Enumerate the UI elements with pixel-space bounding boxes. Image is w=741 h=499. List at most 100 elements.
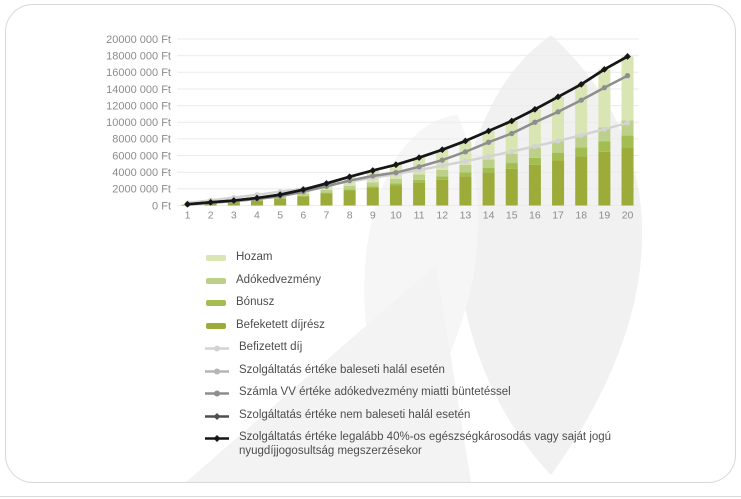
bar-segment-befektetett-dijresz — [575, 156, 588, 206]
marker-legalabb-40-szazalek — [508, 117, 516, 125]
bar-segment-hozam — [528, 109, 541, 148]
bar-segment-bonusz — [343, 189, 356, 191]
x-tick-label: 9 — [370, 210, 376, 222]
legend-label-adokedvezmeny: Adókedvezmény — [236, 273, 322, 286]
x-tick-label: 11 — [414, 210, 425, 222]
bar-segment-befektetett-dijresz — [297, 196, 310, 206]
x-tick-label: 20 — [622, 210, 634, 222]
bar-segment-befektetett-dijresz — [482, 172, 495, 206]
bar-segment-hozam — [621, 56, 634, 121]
marker-szamla-vv-buntetessel — [347, 177, 353, 184]
x-tick-label: 18 — [575, 210, 587, 222]
x-tick-label: 13 — [460, 210, 472, 222]
bar-segment-befektetett-dijresz — [250, 200, 263, 206]
x-tick-label: 5 — [277, 210, 283, 222]
marker-befizetett-dij — [439, 163, 445, 169]
bar-segment-adokedvezmeny — [436, 169, 449, 177]
bar-segment-adokedvezmeny — [297, 193, 310, 196]
legend-item-baleseti-halal: Szolgáltatás értéke baleseti halál eseté… — [205, 364, 706, 378]
bar-segment-befektetett-dijresz — [459, 176, 472, 206]
marker-legalabb-40-szazalek — [462, 137, 469, 145]
bar-segment-hozam — [575, 84, 588, 135]
bar-segment-bonusz — [598, 141, 611, 152]
bars-adokedvezmeny — [181, 120, 634, 205]
bar-segment-befektetett-dijresz — [598, 151, 611, 206]
legend-item-szamla-vv-buntetessel: Számla VV értéke adókedvezmény miatti bü… — [205, 386, 706, 400]
legend-label-bonusz: Bónusz — [236, 296, 275, 308]
bar-segment-befektetett-dijresz — [552, 160, 565, 206]
marker-befizetett-dij — [532, 143, 538, 149]
bar-segment-befektetett-dijresz — [413, 182, 426, 206]
bar-segment-befektetett-dijresz — [320, 193, 333, 206]
bar-segment-bonusz — [621, 135, 634, 148]
marker-befizetett-dij — [485, 153, 492, 160]
marker-legalabb-40-szazalek — [577, 81, 585, 88]
bar-segment-befektetett-dijresz — [621, 147, 634, 206]
marker-szamla-vv-buntetessel — [578, 97, 584, 103]
bar-segment-bonusz — [528, 157, 541, 165]
x-tick-label: 1 — [185, 210, 191, 222]
bar-segment-bonusz — [366, 186, 379, 189]
bar-segment-bonusz — [436, 176, 449, 180]
marker-szamla-vv-buntetessel — [370, 173, 376, 179]
y-tick-label: 8000 000 Ft — [112, 134, 171, 146]
bar-segment-befektetett-dijresz — [389, 185, 402, 206]
y-tick-label: 6000 000 Ft — [112, 150, 171, 162]
marker-legalabb-40-szazalek — [323, 180, 330, 187]
y-tick-label: 14000 000 Ft — [106, 84, 171, 96]
legend-label-legalabb-40-szazalek: Szolgáltatás értéke legalább 40%-os egés… — [239, 431, 612, 457]
legend-line-swatch-nem-baleseti-halal — [205, 412, 229, 420]
x-tick-label: 17 — [552, 210, 564, 222]
bar-segment-adokedvezmeny — [320, 189, 333, 193]
bar-segment-adokedvezmeny — [343, 186, 356, 190]
x-tick-label: 19 — [599, 210, 611, 222]
y-tick-label: 2000 000 Ft — [112, 184, 171, 196]
bar-segment-befektetett-dijresz — [366, 188, 379, 206]
bar-segment-befektetett-dijresz — [505, 168, 518, 206]
marker-szamla-vv-buntetessel — [462, 149, 469, 155]
legend-item-hozam: Hozam — [206, 251, 706, 265]
marker-szamla-vv-buntetessel — [555, 109, 561, 115]
bar-segment-adokedvezmeny — [552, 141, 565, 153]
bars-befektetett-dijresz — [181, 147, 634, 206]
marker-legalabb-40-szazalek — [346, 173, 353, 181]
marker-szamla-vv-buntetessel — [485, 139, 492, 145]
x-tick-label: 4 — [254, 210, 260, 222]
x-tick-label: 8 — [347, 210, 353, 222]
legend-bar-swatch-befektetett-dijresz — [206, 322, 226, 329]
bar-segment-hozam — [598, 69, 611, 128]
marker-legalabb-40-szazalek — [415, 154, 423, 161]
marker-legalabb-40-szazalek — [184, 200, 191, 208]
marker-szamla-vv-buntetessel — [393, 170, 399, 176]
y-tick-label: 4000 000 Ft — [112, 167, 171, 179]
marker-befizetett-dij — [462, 158, 469, 164]
bar-segment-bonusz — [320, 192, 333, 194]
stacked-bar-line-chart: 0 Ft 2000 000 Ft 4000 000 Ft 6000 000 Ft 800… — [106, 34, 639, 222]
bar-segment-bonusz — [552, 152, 565, 161]
marker-befizetett-dij — [509, 148, 515, 155]
marker-legalabb-40-szazalek — [438, 146, 446, 154]
legend-line-swatch-legalabb-40-szazalek — [205, 435, 229, 442]
line-legalabb-40-szazalek — [184, 53, 631, 208]
marker-legalabb-40-szazalek — [485, 127, 492, 135]
marker-szamla-vv-buntetessel — [532, 119, 538, 125]
bars-bonusz — [227, 135, 634, 203]
bar-segment-adokedvezmeny — [459, 164, 472, 173]
marker-legalabb-40-szazalek — [253, 194, 261, 202]
legend-bar-swatch-hozam — [206, 255, 226, 261]
legend-item-befizetett-dij: Befizetett díj — [205, 341, 706, 355]
x-tick-label: 12 — [436, 210, 448, 222]
bar-segment-adokedvezmeny — [389, 178, 402, 184]
marker-legalabb-40-szazalek — [624, 53, 631, 60]
x-tick-label: 10 — [390, 210, 402, 222]
x-tick-label: 7 — [324, 210, 330, 222]
x-tick-label: 15 — [506, 210, 518, 222]
y-tick-label: 10000 000 Ft — [106, 117, 171, 129]
bar-segment-bonusz — [505, 163, 518, 169]
bar-segment-adokedvezmeny — [575, 134, 588, 148]
bar-segment-befektetett-dijresz — [528, 164, 541, 206]
marker-befizetett-dij — [624, 120, 631, 126]
marker-befizetett-dij — [555, 138, 561, 144]
x-axis-labels: 1 2 3 4 5 6 7 8 9 10 11 12 13 14 15 16 17 18 19 20 — [185, 210, 634, 222]
x-tick-label: 3 — [231, 210, 237, 222]
